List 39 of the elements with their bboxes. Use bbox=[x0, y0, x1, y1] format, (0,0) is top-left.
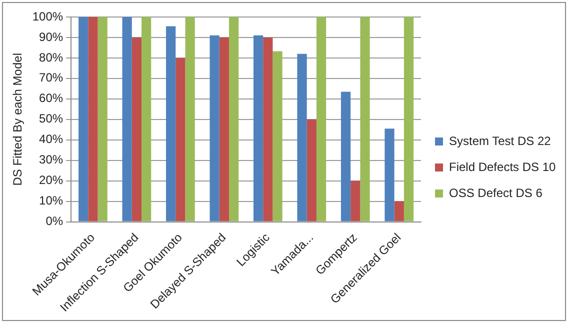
bar bbox=[340, 92, 351, 222]
bar bbox=[78, 17, 88, 222]
bar bbox=[272, 51, 282, 222]
y-tick-label: 60% bbox=[39, 91, 64, 106]
y-tick-label: 70% bbox=[39, 70, 64, 85]
bar bbox=[88, 17, 98, 222]
bar bbox=[132, 37, 142, 222]
legend-label: OSS Defect DS 6 bbox=[449, 186, 543, 200]
legend-label: Field Defects DS 10 bbox=[449, 160, 556, 174]
bar bbox=[350, 180, 360, 222]
bar bbox=[210, 35, 220, 222]
bar bbox=[219, 37, 229, 222]
bar bbox=[253, 35, 264, 222]
y-tick-label: 20% bbox=[39, 173, 64, 188]
bar bbox=[384, 128, 394, 222]
y-tick-label: 50% bbox=[39, 112, 64, 126]
legend-label: System Test DS 22 bbox=[449, 134, 552, 148]
y-tick-label: 90% bbox=[39, 30, 64, 44]
bar bbox=[404, 17, 414, 222]
y-tick-label: 10% bbox=[39, 194, 64, 208]
y-tick-label: 100% bbox=[32, 9, 64, 24]
bar bbox=[316, 17, 326, 222]
bar bbox=[142, 17, 152, 222]
bar bbox=[122, 17, 132, 222]
y-tick-label: 0% bbox=[46, 214, 64, 228]
y-tick-label: 30% bbox=[39, 152, 64, 167]
bar bbox=[98, 17, 108, 222]
y-axis-title: DS Fitted By each Model bbox=[10, 53, 25, 186]
bar bbox=[297, 54, 307, 222]
bar bbox=[360, 17, 370, 222]
bar bbox=[306, 119, 316, 222]
bar bbox=[263, 37, 273, 222]
y-tick-label: 80% bbox=[39, 50, 64, 64]
y-tick-label: 40% bbox=[39, 132, 64, 146]
bar bbox=[185, 17, 195, 222]
bar bbox=[228, 17, 239, 222]
bar bbox=[176, 58, 186, 222]
bar bbox=[166, 26, 176, 222]
bar bbox=[394, 201, 404, 222]
